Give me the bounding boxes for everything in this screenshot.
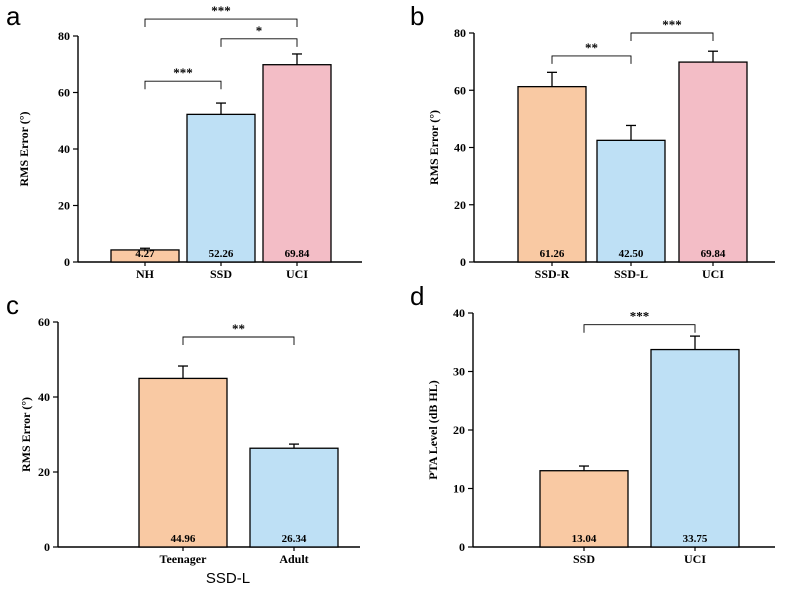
y-tick-label: 80	[454, 26, 466, 40]
significance-label: *	[256, 23, 263, 38]
bar	[186, 113, 256, 263]
bar	[596, 139, 666, 263]
x-tick-label: UCI	[286, 267, 308, 281]
significance-label: **	[232, 321, 245, 336]
y-axis-label: PTA Level (dB HL)	[426, 380, 440, 479]
y-tick-label: 0	[44, 540, 50, 554]
significance-bracket	[182, 336, 295, 345]
y-tick-label: 10	[453, 482, 465, 496]
y-tick-label: 0	[460, 255, 466, 269]
value-label: 44.96	[171, 533, 196, 545]
y-tick-label: 60	[58, 86, 70, 100]
y-tick-label: 20	[38, 465, 50, 479]
significance-label: ***	[211, 3, 231, 18]
x-tick-label: SSD	[210, 267, 232, 281]
significance-bracket	[144, 80, 222, 90]
x-tick-label: UCI	[684, 552, 706, 566]
y-tick-label: 40	[454, 141, 466, 155]
significance-label: ***	[662, 17, 682, 32]
bar	[650, 348, 740, 548]
panel-letter: a	[6, 1, 21, 31]
bar	[517, 85, 587, 263]
x-tick-label: SSD-L	[614, 267, 648, 281]
y-axis-label: RMS Error (°)	[17, 111, 31, 186]
bar	[262, 64, 332, 263]
significance-label: **	[585, 40, 598, 55]
y-tick-label: 40	[453, 306, 465, 320]
y-tick-label: 40	[38, 390, 50, 404]
x-axis-label: SSD-L	[206, 570, 250, 587]
significance-label: ***	[630, 309, 650, 324]
value-label: 26.34	[282, 533, 307, 545]
y-axis-label: RMS Error (°)	[427, 110, 441, 185]
y-axis-label: RMS Error (°)	[19, 397, 33, 472]
y-tick-label: 80	[58, 29, 70, 43]
significance-bracket	[630, 32, 714, 41]
y-tick-label: 30	[453, 365, 465, 379]
y-tick-label: 20	[58, 199, 70, 213]
x-tick-label: UCI	[702, 267, 724, 281]
panel-letter: b	[410, 1, 424, 31]
bar	[138, 377, 228, 548]
y-tick-label: 20	[453, 423, 465, 437]
value-label: 69.84	[701, 248, 726, 260]
y-tick-label: 60	[38, 315, 50, 329]
x-tick-label: NH	[136, 267, 155, 281]
panel-a: a 0 20 40 60 80 RMS Error (°) 4.27 NH 52.26 SSD 69.…	[6, 1, 362, 281]
y-tick-label: 40	[58, 142, 70, 156]
value-label: 52.26	[209, 248, 234, 260]
x-tick-label: Teenager	[160, 552, 208, 566]
significance-label: ***	[173, 65, 193, 80]
panel-b: b 0 20 40 60 80 RMS Error (°) 61.26 SSD-R 42.50 SS…	[410, 1, 775, 281]
x-tick-label: SSD-R	[535, 267, 570, 281]
value-label: 33.75	[683, 533, 708, 545]
value-label: 69.84	[285, 248, 310, 260]
bar	[678, 61, 748, 263]
significance-bracket	[551, 55, 632, 64]
y-tick-label: 0	[459, 540, 465, 554]
panel-c: c 0 20 40 60 RMS Error (°) 44.96 Teenager 26.34 A…	[6, 290, 360, 587]
value-label: 61.26	[540, 248, 565, 260]
value-label: 4.27	[135, 248, 155, 260]
significance-bracket	[144, 18, 298, 28]
bar	[249, 447, 339, 548]
panel-letter: d	[410, 281, 424, 311]
y-tick-label: 20	[454, 198, 466, 212]
value-label: 42.50	[619, 248, 644, 260]
significance-bracket	[220, 38, 298, 47]
value-label: 13.04	[572, 533, 597, 545]
bar	[539, 470, 629, 548]
x-tick-label: SSD	[573, 552, 595, 566]
significance-bracket	[583, 324, 696, 333]
panel-letter: c	[6, 290, 19, 320]
y-tick-label: 0	[64, 255, 70, 269]
y-tick-label: 60	[454, 83, 466, 97]
x-tick-label: Adult	[279, 552, 308, 566]
panel-d: d 0 10 20 30 40 PTA Level (dB HL) 13.04 SSD 33.75…	[410, 281, 775, 566]
